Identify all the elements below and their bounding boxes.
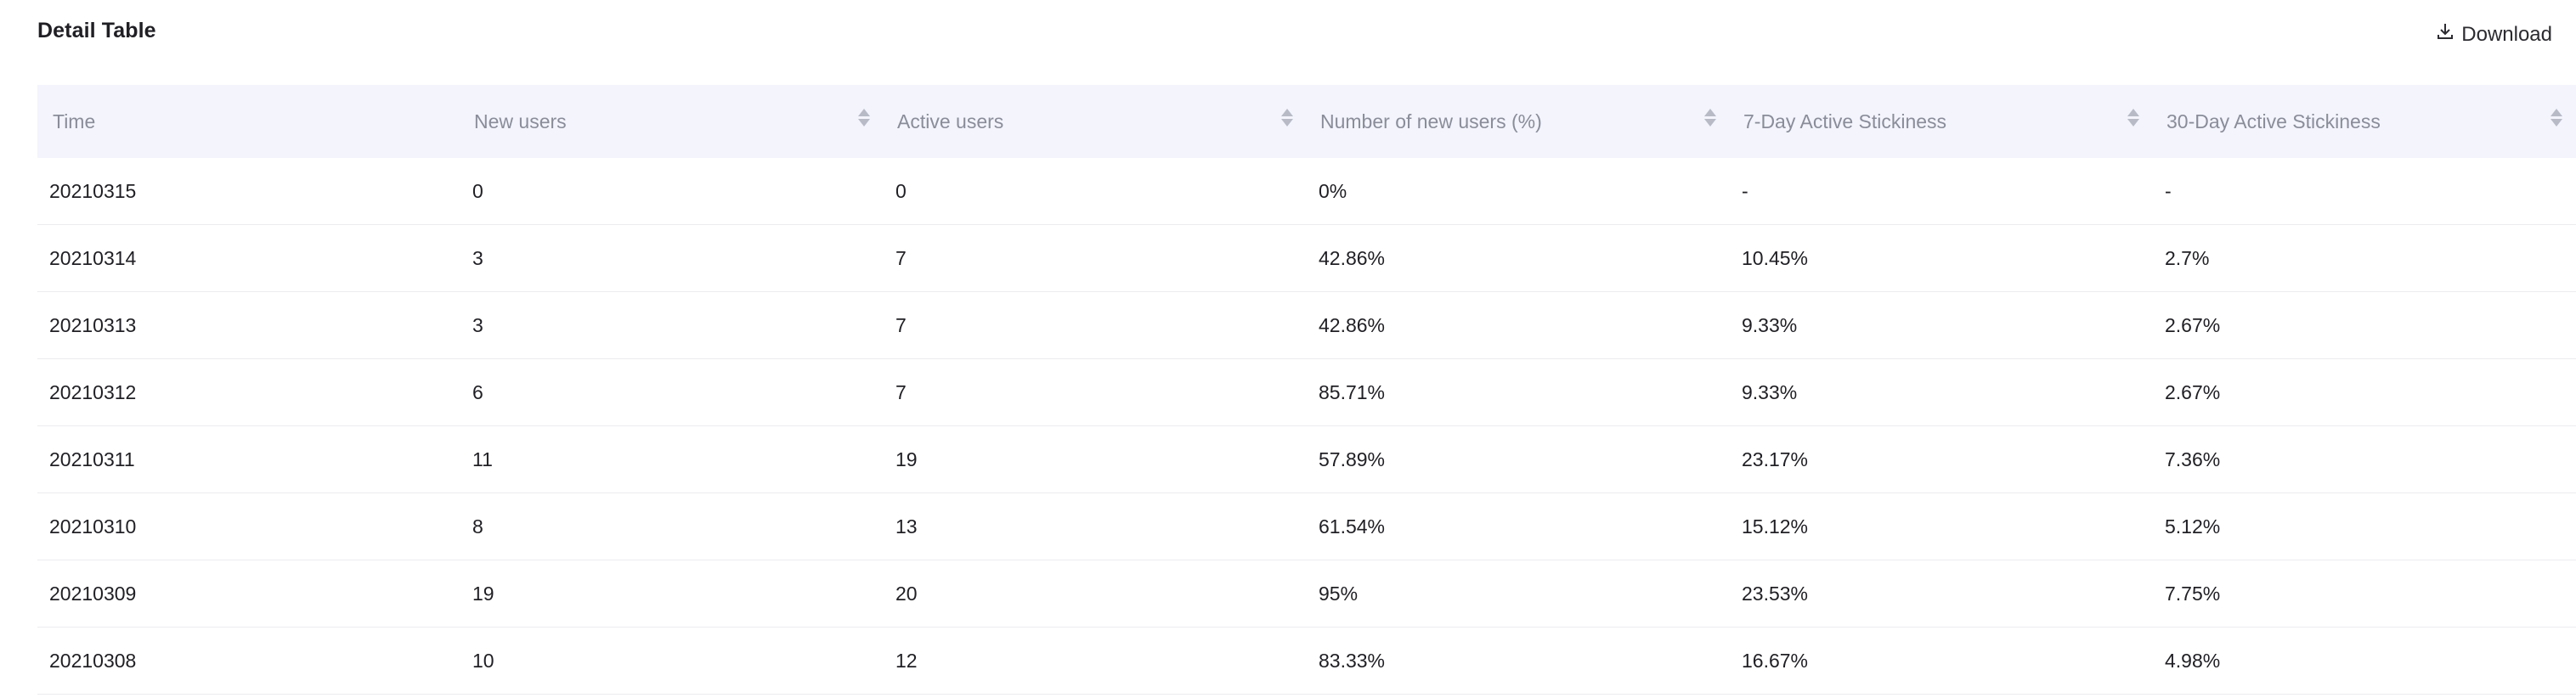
panel-header: Detail Table Download bbox=[37, 0, 2576, 76]
table-row: 20210313 3 7 42.86% 9.33% 2.67% bbox=[37, 292, 2576, 359]
cell-7day-stickiness: 9.33% bbox=[1742, 313, 1798, 336]
cell-new-users-pct: 61.54% bbox=[1319, 515, 1386, 538]
cell-new-users: 6 bbox=[472, 380, 483, 403]
cell-active-users: 13 bbox=[895, 515, 918, 538]
download-icon bbox=[2436, 22, 2455, 47]
sort-icon[interactable] bbox=[1281, 109, 1293, 127]
download-button[interactable]: Download bbox=[2436, 22, 2552, 47]
table-row: 20210315 0 0 0% - - bbox=[37, 158, 2576, 225]
cell-new-users: 10 bbox=[472, 649, 494, 672]
detail-table: Time New users Active users Number of ne… bbox=[37, 85, 2576, 695]
column-header-label: Active users bbox=[897, 110, 1004, 132]
cell-active-users: 7 bbox=[895, 380, 907, 403]
download-label: Download bbox=[2461, 22, 2552, 46]
cell-7day-stickiness: 15.12% bbox=[1742, 515, 1809, 538]
cell-30day-stickiness: 2.7% bbox=[2165, 246, 2210, 269]
sort-icon[interactable] bbox=[1704, 109, 1716, 127]
cell-30day-stickiness: 7.75% bbox=[2165, 582, 2221, 605]
cell-new-users: 11 bbox=[472, 448, 493, 470]
sort-icon[interactable] bbox=[2127, 109, 2139, 127]
table-row: 20210308 10 12 83.33% 16.67% 4.98% bbox=[37, 628, 2576, 695]
column-header-time: Time bbox=[37, 85, 460, 158]
cell-new-users-pct: 83.33% bbox=[1319, 649, 1386, 672]
cell-30day-stickiness: 5.12% bbox=[2165, 515, 2221, 538]
cell-new-users-pct: 57.89% bbox=[1319, 448, 1386, 470]
cell-7day-stickiness: 9.33% bbox=[1742, 380, 1798, 403]
cell-30day-stickiness: 2.67% bbox=[2165, 313, 2221, 336]
cell-30day-stickiness: 7.36% bbox=[2165, 448, 2221, 470]
cell-active-users: 20 bbox=[895, 582, 918, 605]
cell-30day-stickiness: 4.98% bbox=[2165, 649, 2221, 672]
column-header-label: 7-Day Active Stickiness bbox=[1743, 110, 1947, 132]
cell-time: 20210309 bbox=[49, 582, 137, 605]
cell-new-users-pct: 0% bbox=[1319, 179, 1347, 202]
cell-7day-stickiness: 16.67% bbox=[1742, 649, 1809, 672]
cell-new-users-pct: 42.86% bbox=[1319, 313, 1386, 336]
panel-title: Detail Table bbox=[37, 19, 156, 42]
column-header-new-users[interactable]: New users bbox=[460, 85, 884, 158]
column-header-new-users-pct[interactable]: Number of new users (%) bbox=[1307, 85, 1730, 158]
cell-active-users: 7 bbox=[895, 246, 907, 269]
table-row: 20210312 6 7 85.71% 9.33% 2.67% bbox=[37, 359, 2576, 426]
column-header-active-users[interactable]: Active users bbox=[884, 85, 1307, 158]
column-header-label: Time bbox=[53, 110, 96, 132]
cell-7day-stickiness: 10.45% bbox=[1742, 246, 1809, 269]
cell-7day-stickiness: - bbox=[1742, 179, 1748, 202]
cell-time: 20210315 bbox=[49, 179, 137, 202]
column-header-7day-stickiness[interactable]: 7-Day Active Stickiness bbox=[1730, 85, 2153, 158]
cell-time: 20210312 bbox=[49, 380, 137, 403]
column-header-label: Number of new users (%) bbox=[1320, 110, 1542, 132]
cell-time: 20210311 bbox=[49, 448, 135, 470]
sort-icon[interactable] bbox=[2551, 109, 2562, 127]
cell-active-users: 12 bbox=[895, 649, 918, 672]
cell-30day-stickiness: - bbox=[2165, 179, 2172, 202]
table-row: 20210310 8 13 61.54% 15.12% 5.12% bbox=[37, 493, 2576, 560]
cell-active-users: 7 bbox=[895, 313, 907, 336]
table-row: 20210311 11 19 57.89% 23.17% 7.36% bbox=[37, 426, 2576, 493]
cell-new-users: 8 bbox=[472, 515, 483, 538]
cell-new-users-pct: 95% bbox=[1319, 582, 1359, 605]
cell-7day-stickiness: 23.53% bbox=[1742, 582, 1809, 605]
table-row: 20210314 3 7 42.86% 10.45% 2.7% bbox=[37, 225, 2576, 292]
table-header-row: Time New users Active users Number of ne… bbox=[37, 85, 2576, 158]
cell-time: 20210314 bbox=[49, 246, 137, 269]
cell-time: 20210310 bbox=[49, 515, 137, 538]
column-header-label: 30-Day Active Stickiness bbox=[2166, 110, 2381, 132]
cell-7day-stickiness: 23.17% bbox=[1742, 448, 1809, 470]
cell-active-users: 19 bbox=[895, 448, 918, 470]
cell-active-users: 0 bbox=[895, 179, 907, 202]
cell-new-users-pct: 85.71% bbox=[1319, 380, 1386, 403]
column-header-30day-stickiness[interactable]: 30-Day Active Stickiness bbox=[2153, 85, 2576, 158]
cell-new-users-pct: 42.86% bbox=[1319, 246, 1386, 269]
sort-icon[interactable] bbox=[858, 109, 870, 127]
cell-new-users: 19 bbox=[472, 582, 494, 605]
cell-new-users: 0 bbox=[472, 179, 483, 202]
cell-30day-stickiness: 2.67% bbox=[2165, 380, 2221, 403]
cell-new-users: 3 bbox=[472, 246, 483, 269]
column-header-label: New users bbox=[474, 110, 567, 132]
cell-time: 20210308 bbox=[49, 649, 137, 672]
table-row: 20210309 19 20 95% 23.53% 7.75% bbox=[37, 560, 2576, 628]
cell-new-users: 3 bbox=[472, 313, 483, 336]
cell-time: 20210313 bbox=[49, 313, 137, 336]
